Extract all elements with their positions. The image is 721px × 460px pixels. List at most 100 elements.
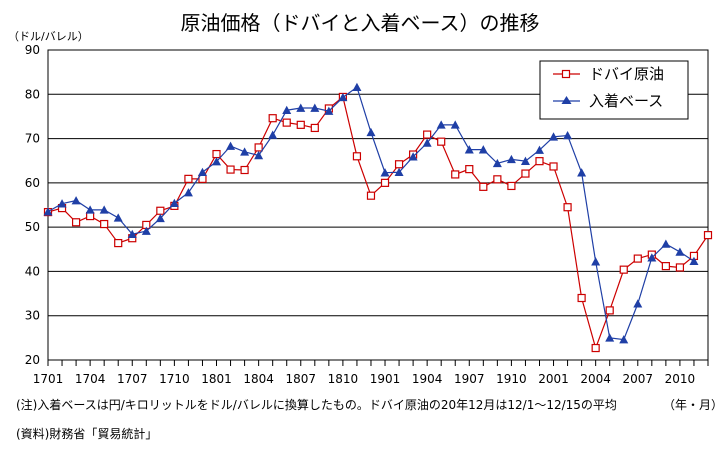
arrival-point — [675, 247, 685, 256]
x-tick-label: 1910 — [496, 372, 527, 386]
arrival-point — [197, 167, 207, 177]
x-tick-label: 2007 — [623, 372, 654, 386]
note-text: (注)入着ベースは円/キロリットルをドル/バレルに換算したもの。ドバイ原油の20… — [16, 397, 617, 412]
dubai-point — [156, 206, 165, 215]
arrival-point — [605, 333, 615, 342]
arrival-point — [689, 256, 699, 266]
legend: ドバイ原油 入着ベース — [539, 60, 689, 120]
dubai-point — [352, 152, 362, 161]
legend-marker-dubai — [561, 69, 571, 79]
arrival-point — [127, 229, 137, 239]
dubai-point — [633, 254, 642, 263]
legend-label-dubai: ドバイ原油 — [589, 65, 664, 83]
dubai-point — [254, 143, 263, 152]
arrival-point — [408, 152, 418, 161]
arrival-point — [520, 156, 530, 165]
arrival-point — [183, 188, 193, 197]
dubai-point — [661, 262, 670, 271]
arrival-point — [310, 103, 320, 112]
dubai-point — [535, 157, 544, 166]
arrival-point — [352, 82, 362, 91]
dubai-point — [619, 265, 628, 274]
series-lines — [43, 82, 713, 353]
arrival-point — [43, 207, 53, 216]
y-axis-unit: （ドル/バレル） — [8, 30, 89, 43]
dubai-point — [675, 263, 685, 272]
y-tick-label: 50 — [25, 220, 40, 234]
x-tick-label: 1907 — [454, 372, 485, 386]
x-tick-label: 2004 — [580, 372, 611, 386]
dubai-point — [212, 149, 221, 159]
x-tick-label: 1804 — [243, 372, 274, 386]
dubai-point — [451, 170, 460, 179]
arrival-point — [563, 130, 573, 140]
arrival-point — [155, 213, 165, 223]
arrival-point — [240, 147, 250, 156]
arrival-point — [591, 257, 601, 266]
arrival-point — [492, 158, 502, 168]
arrival-point — [226, 141, 236, 150]
x-tick-label: 1707 — [117, 372, 148, 386]
dubai-point — [114, 238, 123, 248]
arrival-point — [296, 103, 306, 112]
dubai-point — [521, 169, 530, 178]
x-tick-label: 1807 — [285, 372, 316, 386]
x-axis-unit: （年・月） — [663, 398, 721, 412]
arrival-point — [141, 226, 151, 235]
arrival-point — [99, 205, 109, 214]
dubai-point — [423, 130, 432, 139]
arrival-point — [633, 299, 643, 308]
dubai-point — [577, 293, 586, 303]
y-axis-ticks: 20 30 40 50 60 70 80 90 — [25, 43, 40, 367]
arrival-point — [71, 196, 81, 205]
arrival-point — [577, 168, 587, 177]
grid-lines — [48, 93, 708, 317]
chart-title: 原油価格（ドバイと入着ベース）の推移 — [181, 11, 540, 35]
y-tick-label: 20 — [25, 353, 40, 367]
legend-marker-arrival — [561, 96, 572, 104]
arrival-point — [254, 150, 264, 160]
arrival-point — [450, 120, 460, 129]
arrival-point — [422, 138, 432, 147]
y-tick-label: 40 — [25, 264, 40, 278]
x-tick-label: 1801 — [201, 372, 232, 386]
source-text: (資料)財務省「貿易統計」 — [16, 426, 157, 441]
arrival-point — [338, 92, 348, 102]
dubai-point — [563, 203, 572, 212]
dubai-point — [310, 123, 319, 133]
dubai-point — [465, 165, 474, 174]
x-axis-ticks: 1701 1704 1707 1710 1801 1804 1807 1810 1901 1904… — [33, 360, 709, 386]
arrival-point — [647, 253, 657, 262]
arrival-line — [47, 86, 695, 341]
dubai-point — [296, 120, 305, 129]
y-tick-label: 70 — [25, 132, 40, 146]
plot-area — [47, 49, 709, 361]
dubai-point — [380, 178, 390, 187]
dubai-point — [507, 181, 516, 191]
dubai-point — [71, 218, 81, 227]
arrival-point — [394, 167, 404, 177]
x-tick-label: 1901 — [370, 372, 401, 386]
arrival-point — [324, 106, 334, 115]
dubai-point — [549, 162, 558, 171]
arrival-point — [534, 145, 544, 154]
x-tick-label: 1904 — [412, 372, 443, 386]
arrival-point — [85, 205, 95, 214]
arrival-point — [212, 157, 222, 166]
dubai-point — [184, 174, 193, 183]
arrival-point — [380, 168, 390, 177]
arrival-point — [113, 213, 123, 222]
y-tick-label: 90 — [25, 43, 40, 57]
arrival-point — [464, 145, 474, 154]
x-tick-label: 2001 — [538, 372, 569, 386]
arrival-point — [268, 130, 278, 139]
x-tick-label: 1704 — [75, 372, 106, 386]
arrival-point — [169, 198, 179, 208]
x-tick-label: 2010 — [665, 372, 696, 386]
legend-label-arrival: 入着ベース — [589, 92, 663, 110]
x-tick-label: 1710 — [159, 372, 190, 386]
dubai-point — [591, 343, 600, 353]
dubai-point — [282, 118, 291, 127]
